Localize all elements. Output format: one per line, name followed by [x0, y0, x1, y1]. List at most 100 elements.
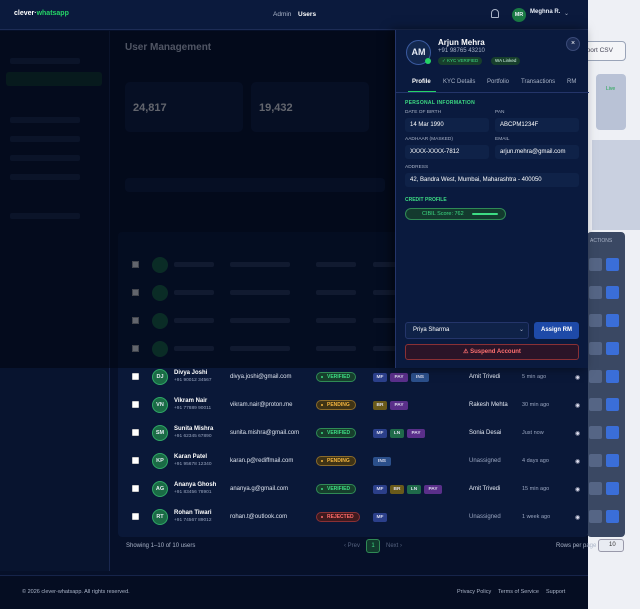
nav-link[interactable]: Admin	[273, 11, 292, 18]
footer-link[interactable]: Terms of Service	[498, 589, 539, 595]
status-badge: REJECTED	[316, 512, 360, 522]
bell	[491, 9, 499, 18]
time: 30 min ago	[522, 402, 550, 408]
user-phone: +91 90012 34567	[174, 378, 212, 383]
person-btn[interactable]	[606, 510, 619, 523]
drawer-phone: +91 98765 43210	[438, 48, 485, 54]
edit-btn[interactable]	[589, 314, 602, 327]
person-btn[interactable]	[606, 342, 619, 355]
actions-header: ACTIONS	[590, 238, 613, 244]
person-btn[interactable]	[606, 454, 619, 467]
email: vikram.nair@proton.me	[230, 402, 293, 408]
select-chevron: ⌄	[519, 327, 525, 333]
user-name: Vikram Nair	[174, 398, 208, 404]
brand-b: whatsapp	[36, 10, 69, 17]
person-btn[interactable]	[606, 398, 619, 411]
side-card	[592, 140, 640, 230]
rows-select[interactable]: 10	[598, 539, 624, 552]
product-tag: MF	[373, 513, 387, 522]
user-name: Rohan Tiwari	[174, 510, 212, 516]
status-badge: PENDING	[316, 456, 356, 466]
view-btn[interactable]: ◉	[575, 375, 581, 381]
checkbox[interactable]	[132, 429, 139, 436]
kyc-badge: ✓ KYC VERIFIED	[438, 57, 483, 65]
tab-divider	[396, 92, 589, 93]
person-btn[interactable]	[606, 370, 619, 383]
status-dot	[321, 516, 323, 518]
product-tag: PAY	[390, 373, 408, 382]
showing: Showing 1–10 of 10 users	[126, 543, 196, 549]
tab[interactable]: Transactions	[521, 79, 556, 85]
field-value: 42, Bandra West, Mumbai, Maharashtra - 4…	[405, 173, 579, 187]
edit-btn[interactable]	[589, 454, 602, 467]
checkbox[interactable]	[132, 457, 139, 464]
copyright: © 2026 clever-whatsapp. All rights reser…	[22, 589, 130, 595]
field-value: arjun.mehra@gmail.com	[495, 145, 579, 159]
person-btn[interactable]	[606, 258, 619, 271]
tab[interactable]: Portfolio	[487, 79, 510, 85]
footer-link[interactable]: Support	[546, 589, 566, 595]
product-tag: INS	[411, 373, 429, 382]
section-title: PERSONAL INFORMATION	[405, 100, 475, 106]
person-btn[interactable]	[606, 426, 619, 439]
field-value: 14 Mar 1990	[405, 118, 489, 132]
rm-name: Sonia Desai	[469, 430, 502, 436]
user-phone: +91 95678 12340	[174, 462, 212, 467]
person-btn[interactable]	[606, 482, 619, 495]
section-title: CREDIT PROFILE	[405, 197, 447, 203]
view-btn[interactable]: ◉	[575, 515, 581, 521]
view-btn[interactable]: ◉	[575, 403, 581, 409]
tab[interactable]: RM	[567, 79, 577, 85]
field-label: EMAIL	[495, 137, 510, 142]
nav-link[interactable]: Users	[298, 11, 317, 18]
next-btn[interactable]: Next ›	[386, 543, 403, 549]
prev-btn[interactable]: ‹ Prev	[344, 543, 361, 549]
user-name: Divya Joshi	[174, 370, 208, 376]
view-btn[interactable]: ◉	[575, 487, 581, 493]
suspend-btn[interactable]: ⚠ Suspend Account	[405, 344, 579, 360]
avatar: KP	[152, 453, 168, 469]
edit-btn[interactable]	[589, 398, 602, 411]
tab[interactable]: Profile	[412, 79, 431, 85]
edit-btn[interactable]	[589, 426, 602, 439]
avatar: DJ	[152, 369, 168, 385]
product-tag: PAY	[390, 401, 408, 410]
field-label: DATE OF BIRTH	[405, 110, 442, 115]
email: ananya.g@gmail.com	[230, 486, 289, 492]
status-dot	[321, 376, 323, 378]
edit-btn[interactable]	[589, 482, 602, 495]
user-name: Meghna R.	[530, 9, 561, 15]
edit-btn[interactable]	[589, 286, 602, 299]
rm-select[interactable]: Priya Sharma	[405, 322, 529, 339]
field-label: PAN	[495, 110, 505, 115]
checkbox[interactable]	[132, 373, 139, 380]
status-dot	[321, 488, 323, 490]
checkbox[interactable]	[132, 513, 139, 520]
field-value: ABCPM1234F	[495, 118, 579, 132]
tab[interactable]: KYC Details	[443, 79, 476, 85]
email: divya.joshi@gmail.com	[230, 374, 292, 380]
close-btn[interactable]: ×	[566, 37, 580, 51]
user-phone: +91 83456 78901	[174, 490, 212, 495]
person-btn[interactable]	[606, 314, 619, 327]
checkbox[interactable]	[132, 485, 139, 492]
edit-btn[interactable]	[589, 370, 602, 383]
drawer-name: Arjun Mehra	[438, 38, 485, 47]
footer-link[interactable]: Privacy Policy	[457, 589, 492, 595]
status-dot	[321, 404, 323, 406]
checkbox[interactable]	[132, 401, 139, 408]
edit-btn[interactable]	[589, 510, 602, 523]
status-badge: VERIFIED	[316, 372, 357, 382]
user-phone: +91 62345 67890	[174, 434, 212, 439]
assign-btn[interactable]: Assign RM	[534, 322, 579, 339]
page-btn[interactable]: 1	[366, 539, 380, 553]
view-btn[interactable]: ◉	[575, 431, 581, 437]
person-btn[interactable]	[606, 286, 619, 299]
product-tag: LN	[390, 429, 404, 438]
view-btn[interactable]: ◉	[575, 459, 581, 465]
edit-btn[interactable]	[589, 342, 602, 355]
time: Just now	[522, 430, 544, 436]
edit-btn[interactable]	[589, 258, 602, 271]
wa-badge: WA Linked	[491, 57, 521, 65]
avatar: RT	[152, 509, 168, 525]
